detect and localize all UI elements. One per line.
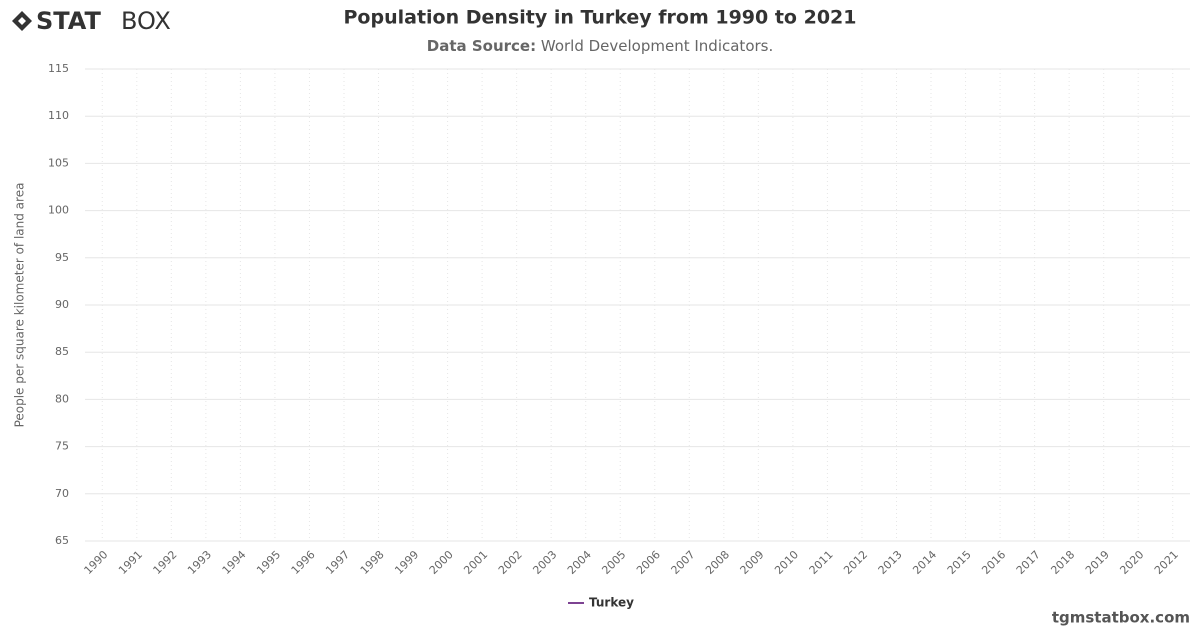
y-tick-label: 90 bbox=[55, 298, 69, 311]
logo-icon bbox=[12, 11, 32, 31]
y-tick-label: 105 bbox=[48, 156, 69, 169]
x-tick-label: 2020 bbox=[1117, 548, 1146, 577]
x-tick-label: 2017 bbox=[1014, 548, 1043, 577]
x-tick-label: 2012 bbox=[841, 548, 870, 577]
subtitle-label: Data Source: bbox=[427, 37, 536, 55]
x-tick-label: 1991 bbox=[116, 548, 145, 577]
y-tick-label: 110 bbox=[48, 109, 69, 122]
x-tick-label: 2004 bbox=[565, 548, 594, 577]
y-tick-label: 80 bbox=[55, 392, 69, 405]
y-tick-label: 100 bbox=[48, 204, 69, 217]
x-tick-label: 2018 bbox=[1048, 548, 1077, 577]
x-tick-label: 1994 bbox=[220, 548, 249, 577]
watermark: tgmstatbox.com bbox=[1052, 609, 1190, 627]
x-tick-label: 2016 bbox=[979, 548, 1008, 577]
x-tick-label: 1992 bbox=[151, 548, 180, 577]
x-tick-label: 2000 bbox=[427, 548, 456, 577]
y-tick-label: 85 bbox=[55, 345, 69, 358]
y-axis-title: People per square kilometer of land area bbox=[13, 183, 27, 428]
x-tick-label: 2008 bbox=[703, 548, 732, 577]
x-tick-label: 2003 bbox=[530, 548, 559, 577]
x-tick-label: 1998 bbox=[358, 548, 387, 577]
x-tick-label: 1995 bbox=[254, 548, 283, 577]
legend-label: Turkey bbox=[589, 596, 634, 610]
y-tick-label: 95 bbox=[55, 251, 69, 264]
x-tick-label: 2011 bbox=[807, 548, 836, 577]
x-tick-label: 1993 bbox=[185, 548, 214, 577]
x-tick-label: 2010 bbox=[772, 548, 801, 577]
x-tick-label: 2001 bbox=[461, 548, 490, 577]
y-tick-label: 75 bbox=[55, 440, 69, 453]
y-tick-label: 115 bbox=[48, 62, 69, 75]
x-tick-label: 2007 bbox=[669, 548, 698, 577]
x-tick-label: 1990 bbox=[82, 548, 111, 577]
x-tick-label: 1997 bbox=[323, 548, 352, 577]
logo-bold: STAT bbox=[36, 7, 102, 35]
chart-title: Population Density in Turkey from 1990 t… bbox=[344, 7, 857, 29]
y-tick-label: 70 bbox=[55, 487, 69, 500]
x-tick-label: 2009 bbox=[738, 548, 767, 577]
y-tick-label: 65 bbox=[55, 534, 69, 547]
x-tick-label: 2002 bbox=[496, 548, 525, 577]
x-tick-label: 2014 bbox=[910, 548, 939, 577]
x-tick-label: 1996 bbox=[289, 548, 318, 577]
x-tick-label: 2019 bbox=[1083, 548, 1112, 577]
subtitle-text: World Development Indicators. bbox=[541, 37, 773, 55]
x-tick-label: 2006 bbox=[634, 548, 663, 577]
chart-subtitle: Data Source: World Development Indicator… bbox=[427, 37, 774, 55]
x-tick-label: 2021 bbox=[1152, 548, 1181, 577]
x-tick-label: 2015 bbox=[945, 548, 974, 577]
x-tick-label: 2013 bbox=[876, 548, 905, 577]
logo: STAT BOX bbox=[12, 7, 171, 35]
x-tick-label: 1999 bbox=[392, 548, 421, 577]
x-tick-label: 2005 bbox=[599, 548, 628, 577]
logo-light: BOX bbox=[121, 7, 171, 35]
